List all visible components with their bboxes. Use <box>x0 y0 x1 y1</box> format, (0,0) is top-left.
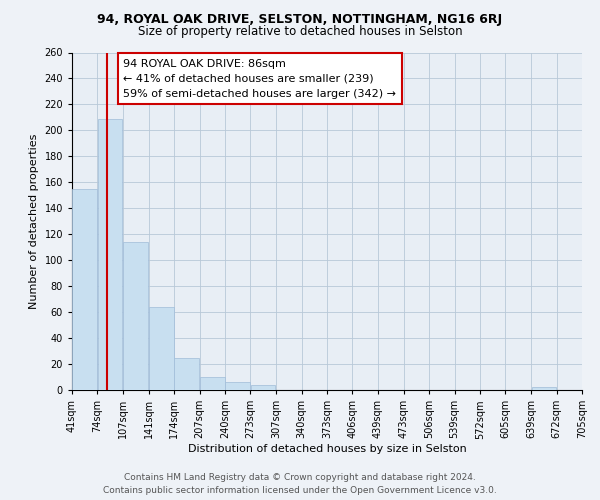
Bar <box>98 118 122 390</box>
Text: 94, ROYAL OAK DRIVE, SELSTON, NOTTINGHAM, NG16 6RJ: 94, ROYAL OAK DRIVE, SELSTON, NOTTINGHAM… <box>97 12 503 26</box>
Bar <box>200 377 224 390</box>
Bar <box>251 385 275 390</box>
X-axis label: Distribution of detached houses by size in Selston: Distribution of detached houses by size … <box>188 444 466 454</box>
Bar <box>225 382 250 390</box>
Text: 94 ROYAL OAK DRIVE: 86sqm
← 41% of detached houses are smaller (239)
59% of semi: 94 ROYAL OAK DRIVE: 86sqm ← 41% of detac… <box>124 59 397 98</box>
Y-axis label: Number of detached properties: Number of detached properties <box>29 134 39 309</box>
Text: Contains HM Land Registry data © Crown copyright and database right 2024.
Contai: Contains HM Land Registry data © Crown c… <box>103 474 497 495</box>
Bar <box>123 242 148 390</box>
Bar <box>73 189 97 390</box>
Bar <box>175 358 199 390</box>
Bar <box>532 388 556 390</box>
Text: Size of property relative to detached houses in Selston: Size of property relative to detached ho… <box>137 25 463 38</box>
Bar <box>149 307 174 390</box>
